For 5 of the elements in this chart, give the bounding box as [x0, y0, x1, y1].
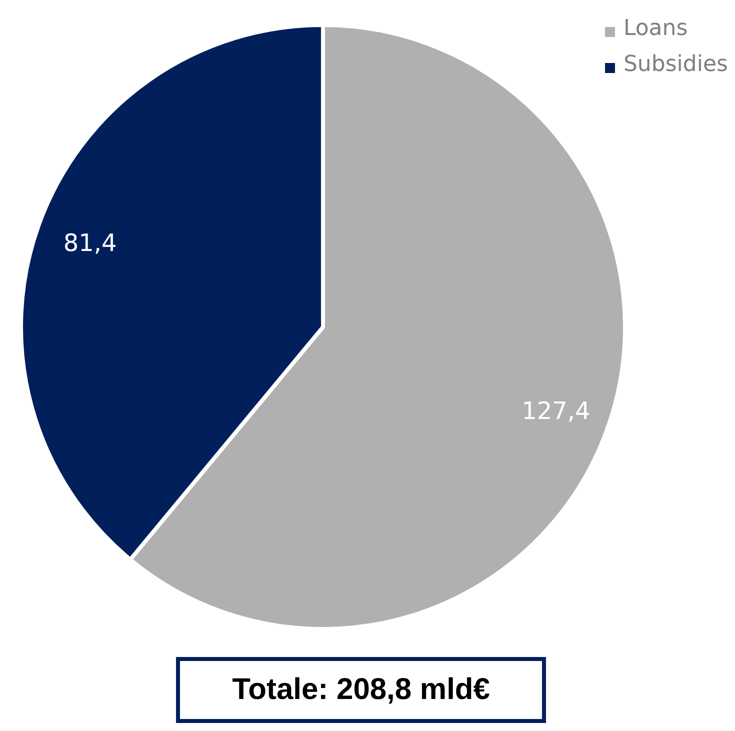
legend-label: Subsidies: [623, 52, 728, 76]
text: Totale: 208,8 mld€: [176, 657, 546, 723]
data-label: 127,4: [522, 396, 590, 425]
legend-label: Loans: [623, 16, 688, 40]
data-label: 81,4: [63, 229, 117, 258]
